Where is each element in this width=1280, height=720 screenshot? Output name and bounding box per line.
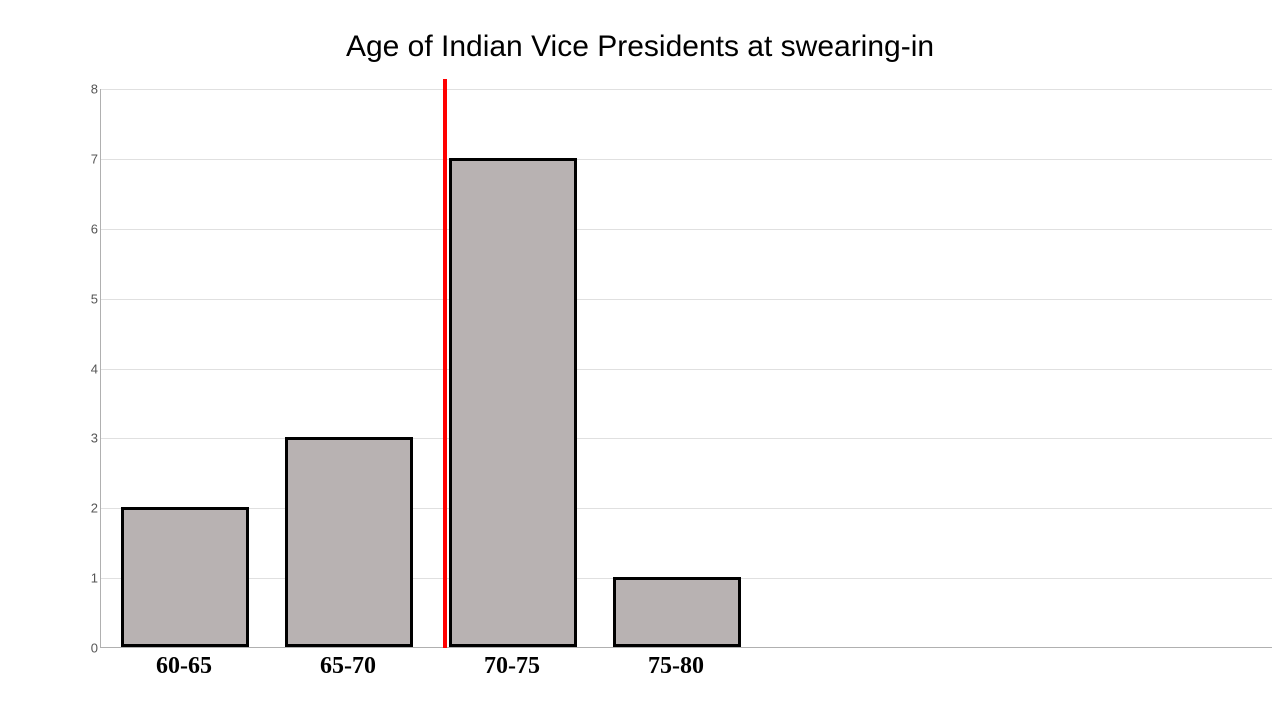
histogram-bar xyxy=(121,507,249,647)
y-tick-label: 2 xyxy=(68,501,98,516)
y-tick-label: 4 xyxy=(68,361,98,376)
x-tick-label: 60-65 xyxy=(114,653,254,680)
x-tick-label: 70-75 xyxy=(442,653,582,680)
y-tick-label: 0 xyxy=(68,641,98,656)
histogram-bar xyxy=(613,577,741,647)
gridline xyxy=(101,159,1272,160)
y-tick-label: 5 xyxy=(68,291,98,306)
gridline xyxy=(101,229,1272,230)
y-tick-label: 6 xyxy=(68,221,98,236)
y-tick-label: 3 xyxy=(68,431,98,446)
y-tick-label: 7 xyxy=(68,151,98,166)
gridline xyxy=(101,369,1272,370)
y-tick-label: 8 xyxy=(68,82,98,97)
x-tick-label: 75-80 xyxy=(606,653,746,680)
gridline xyxy=(101,89,1272,90)
y-tick-label: 1 xyxy=(68,571,98,586)
gridline xyxy=(101,508,1272,509)
histogram-bar xyxy=(449,158,577,647)
x-tick-label: 65-70 xyxy=(278,653,418,680)
histogram-chart: Age of Indian Vice Presidents at swearin… xyxy=(0,0,1280,720)
chart-title: Age of Indian Vice Presidents at swearin… xyxy=(0,30,1280,64)
plot-area xyxy=(100,89,1272,648)
marker-line xyxy=(443,79,447,648)
gridline xyxy=(101,299,1272,300)
gridline xyxy=(101,438,1272,439)
histogram-bar xyxy=(285,437,413,647)
